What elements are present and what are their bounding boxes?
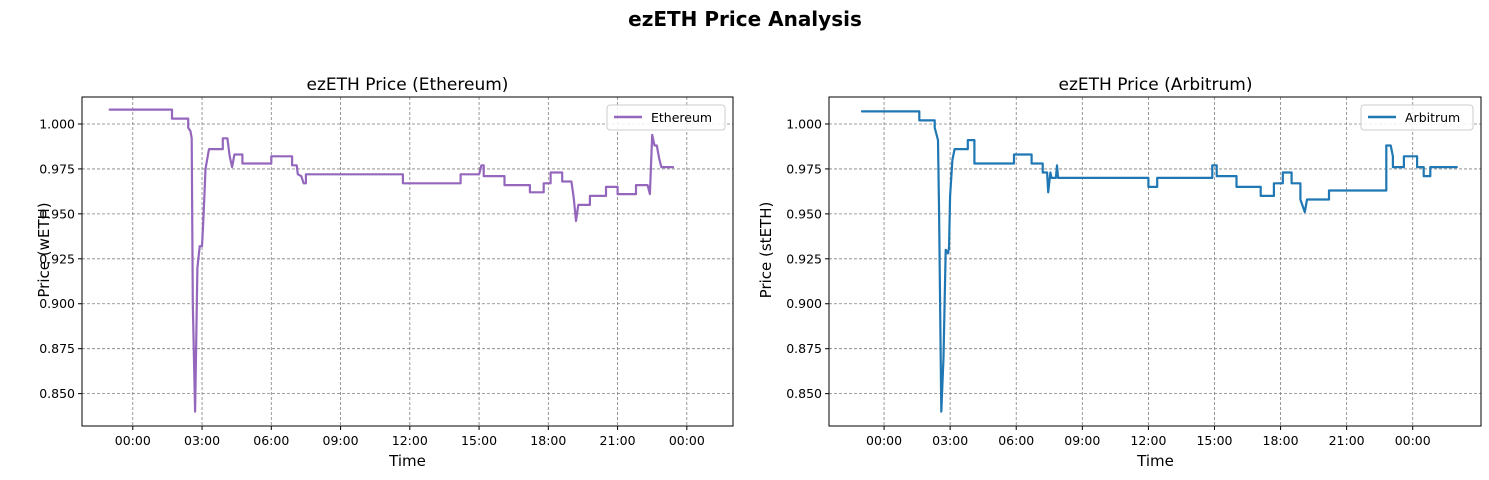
y-tick-label: 0.950	[39, 206, 75, 221]
x-tick-label: 15:00	[461, 433, 497, 448]
x-tick-label: 03:00	[932, 433, 968, 448]
x-tick-label: 21:00	[600, 433, 636, 448]
y-tick-label: 0.925	[786, 251, 822, 266]
series-line-arbitrum	[860, 110, 1458, 413]
y-axis-label-ethereum: Price (wETH)	[35, 202, 53, 297]
y-tick-label: 0.925	[39, 251, 75, 266]
x-tick-label: 18:00	[1263, 433, 1299, 448]
y-tick-label: 1.000	[39, 116, 75, 131]
y-tick-label: 0.900	[786, 296, 822, 311]
x-tick-label: 18:00	[530, 433, 566, 448]
plot-frame-arbitrum	[828, 96, 1482, 427]
y-tick-label: 0.850	[786, 386, 822, 401]
y-tick-label: 0.975	[39, 161, 75, 176]
legend-box-arbitrum	[1360, 104, 1474, 131]
y-axis-label-arbitrum: Price (stETH)	[757, 202, 775, 299]
series-line-ethereum	[108, 108, 675, 413]
y-tick-label: 0.975	[786, 161, 822, 176]
grid-ethereum	[82, 97, 733, 426]
y-tick-label: 0.875	[39, 341, 75, 356]
figure-title: ezETH Price Analysis	[628, 7, 862, 31]
series-arbitrum	[860, 110, 1458, 413]
x-tick-label: 15:00	[1196, 433, 1232, 448]
grid-arbitrum	[829, 97, 1481, 426]
y-tick-label: 0.950	[786, 206, 822, 221]
x-tick-label: 06:00	[253, 433, 289, 448]
legend-label-arbitrum: Arbitrum	[1405, 110, 1460, 125]
chart-title-arbitrum: ezETH Price (Arbitrum)	[1059, 75, 1253, 95]
legend-ethereum: Ethereum	[606, 104, 726, 131]
y-tick-label: 0.850	[39, 386, 75, 401]
legend-arbitrum: Arbitrum	[1360, 104, 1474, 131]
x-tick-label: 12:00	[1130, 433, 1166, 448]
y-tick-label: 0.900	[39, 296, 75, 311]
ticks-arbitrum: 0.850 0.875 0.900 0.925 0.950 0.975 1.000 00:00…	[786, 116, 1431, 448]
x-tick-label: 21:00	[1329, 433, 1365, 448]
x-tick-label: 00:00	[1395, 433, 1431, 448]
x-tick-label: 06:00	[998, 433, 1034, 448]
chart-title-ethereum: ezETH Price (Ethereum)	[307, 75, 509, 95]
x-tick-label: 00:00	[115, 433, 151, 448]
x-tick-label: 09:00	[1064, 433, 1100, 448]
x-tick-label: 03:00	[184, 433, 220, 448]
y-tick-label: 1.000	[786, 116, 822, 131]
legend-box-ethereum	[606, 104, 726, 131]
chart-ethereum: ezETH Price (Ethereum) Time Price (wETH)…	[35, 75, 734, 470]
x-tick-label: 00:00	[866, 433, 902, 448]
x-tick-label: 00:00	[669, 433, 705, 448]
x-tick-label: 09:00	[323, 433, 359, 448]
y-tick-label: 0.875	[786, 341, 822, 356]
ticks-ethereum: 0.850 0.875 0.900 0.925 0.950 0.975 1.000 00:00…	[39, 116, 705, 448]
legend-label-ethereum: Ethereum	[651, 110, 712, 125]
plot-frame-ethereum	[81, 96, 734, 427]
x-axis-label-ethereum: Time	[388, 452, 426, 470]
x-axis-label-arbitrum: Time	[1136, 452, 1174, 470]
series-ethereum	[108, 108, 675, 413]
chart-arbitrum: ezETH Price (Arbitrum) Time Price (stETH…	[757, 75, 1482, 470]
x-tick-label: 12:00	[392, 433, 428, 448]
